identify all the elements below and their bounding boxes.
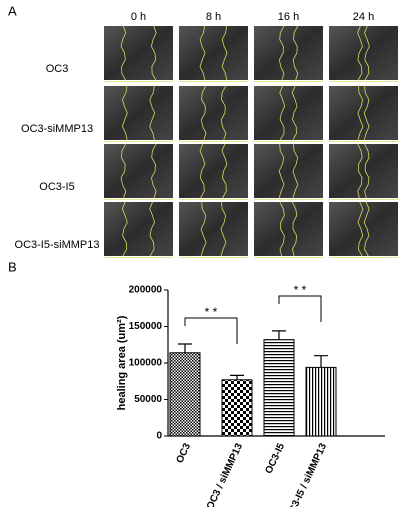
- significance-bracket: [278, 295, 322, 322]
- significance-mark: * *: [294, 283, 307, 297]
- panel-label: B: [8, 259, 17, 274]
- micrograph: [104, 86, 173, 140]
- wound-edge: [364, 143, 370, 199]
- bar: [305, 366, 337, 437]
- wound-edge: [121, 201, 128, 257]
- micrograph: [179, 86, 248, 140]
- wound-edge: [291, 201, 298, 257]
- micrograph: [179, 26, 248, 80]
- wound-edge: [278, 25, 285, 81]
- wound-edge: [151, 143, 157, 199]
- column-header: 0 h: [131, 11, 146, 23]
- row-label: OC3-siMMP13: [21, 123, 93, 135]
- wound-edge: [291, 85, 298, 141]
- micrograph: [254, 86, 323, 140]
- micrograph: [104, 202, 173, 256]
- micrograph: [329, 86, 398, 140]
- wound-edge: [199, 143, 206, 199]
- wound-edge: [357, 85, 364, 141]
- wound-edge: [121, 85, 128, 141]
- y-tick-label: 0: [156, 431, 162, 442]
- micrograph: [329, 26, 398, 80]
- micrograph: [179, 144, 248, 198]
- wound-edge: [149, 201, 156, 257]
- error-bar: [272, 330, 286, 340]
- column-header: 24 h: [353, 11, 374, 23]
- wound-edge: [279, 85, 286, 141]
- y-axis-label: healing area (um²): [116, 315, 128, 410]
- micrograph: [329, 144, 398, 198]
- wound-edge: [120, 143, 127, 199]
- wound-edge: [364, 25, 370, 81]
- wound-edge: [200, 85, 207, 141]
- x-tick-label: OC3-I5: [264, 441, 288, 475]
- y-tick-label: 100000: [129, 358, 163, 369]
- wound-edge: [120, 25, 127, 81]
- error-bar: [230, 374, 244, 380]
- column-header: 8 h: [206, 11, 221, 23]
- wound-edge: [279, 201, 285, 257]
- significance-mark: * *: [205, 305, 218, 319]
- error-bar: [178, 343, 192, 353]
- wound-edge: [292, 25, 299, 81]
- y-tick-label: 150000: [129, 321, 163, 332]
- x-tick-label: OC3: [174, 441, 193, 465]
- bar: [221, 379, 253, 437]
- bar: [169, 352, 201, 437]
- micrograph: [104, 26, 173, 80]
- wound-edge: [220, 201, 227, 257]
- wound-edge: [199, 25, 206, 81]
- wound-edge: [357, 25, 363, 81]
- micrograph: [254, 202, 323, 256]
- wound-edge: [363, 201, 370, 257]
- significance-bracket: [184, 317, 238, 344]
- wound-edge: [278, 143, 285, 199]
- x-tick-label: OC3 / siMMP13: [205, 441, 245, 507]
- panel-label: A: [8, 3, 17, 18]
- micrograph: [329, 202, 398, 256]
- bar: [263, 339, 295, 437]
- y-tick-label: 200000: [129, 285, 163, 296]
- row-label: OC3: [46, 63, 69, 75]
- wound-edge: [149, 85, 156, 141]
- micrograph: [254, 26, 323, 80]
- wound-edge: [357, 201, 364, 257]
- wound-edge: [363, 85, 370, 141]
- micrograph: [179, 202, 248, 256]
- wound-edge: [150, 25, 157, 81]
- error-bar: [314, 355, 328, 368]
- wound-edge: [221, 25, 228, 81]
- wound-edge: [357, 143, 363, 199]
- wound-edge: [221, 143, 228, 199]
- micrograph: [104, 144, 173, 198]
- wound-edge: [200, 201, 207, 257]
- wound-edge: [292, 143, 299, 199]
- row-label: OC3-I5: [39, 181, 74, 193]
- y-tick-label: 50000: [134, 394, 162, 405]
- row-label: OC3-I5-siMMP13: [15, 239, 100, 251]
- column-header: 16 h: [278, 11, 299, 23]
- x-tick-label: OC3-I5 / siMMP13: [284, 441, 329, 507]
- wound-edge: [220, 85, 227, 141]
- micrograph: [254, 144, 323, 198]
